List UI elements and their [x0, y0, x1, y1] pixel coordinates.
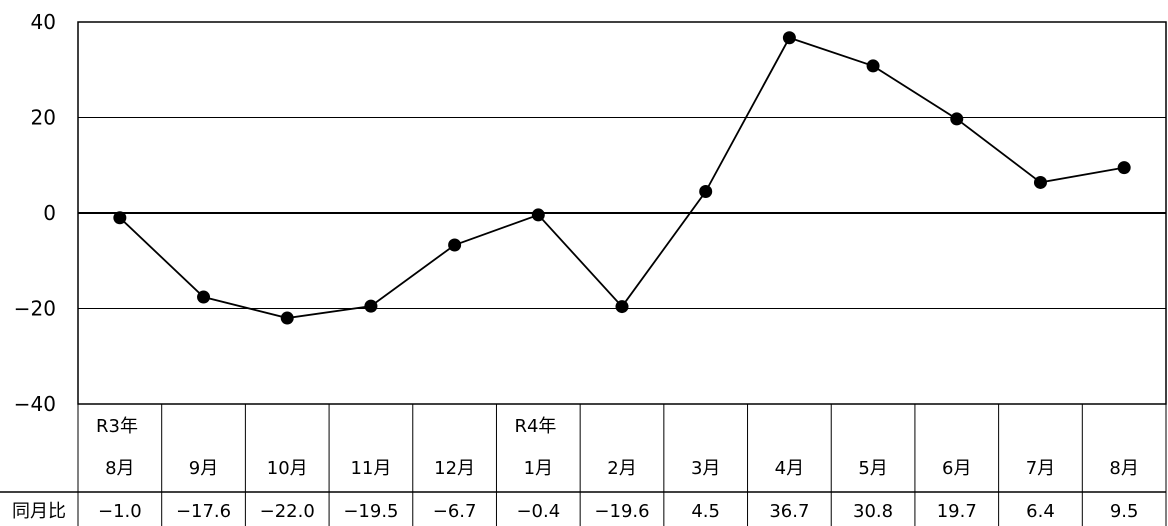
year-label: R4年 [514, 416, 556, 437]
data-table: 同月比 R3年 8月 −1.0 9月 −17.6 10月 −22.0 11月 −19.5 12月 −6… [0, 404, 1167, 526]
series-line [119, 36, 1125, 319]
month-label: 10月 [267, 458, 308, 479]
value-label: −19.5 [343, 501, 398, 522]
data-point [197, 290, 211, 304]
month-label: 8月 [1109, 458, 1138, 479]
data-point [448, 238, 462, 252]
month-label: 2月 [607, 458, 636, 479]
value-label: −0.4 [516, 501, 560, 522]
gridlines [78, 117, 1166, 309]
value-label: 9.5 [1110, 501, 1139, 522]
data-point [531, 208, 545, 222]
data-point [866, 59, 880, 73]
month-label: 12月 [434, 458, 475, 479]
y-tick-label: −40 [14, 392, 56, 416]
plot-frame [77, 21, 1167, 405]
month-label: 3月 [691, 458, 720, 479]
data-point [280, 311, 294, 325]
data-point [113, 211, 127, 225]
y-tick-label: −20 [14, 297, 56, 321]
month-label: 9月 [189, 458, 218, 479]
data-point [1033, 175, 1047, 189]
y-tick-label: 20 [31, 106, 56, 130]
y-axis-tick-labels: 40 20 0 −20 −40 [14, 10, 56, 416]
data-point [699, 185, 713, 199]
value-label: 4.5 [691, 501, 720, 522]
month-label: 6月 [942, 458, 971, 479]
value-label: 19.7 [937, 501, 977, 522]
table-row-label: 同月比 [12, 501, 66, 522]
month-label: 7月 [1026, 458, 1055, 479]
value-label: 30.8 [853, 501, 893, 522]
value-label: −19.6 [594, 501, 649, 522]
data-point [1117, 161, 1131, 175]
y-tick-label: 0 [43, 201, 56, 225]
data-point [782, 31, 796, 45]
y-tick-label: 40 [31, 10, 56, 34]
value-label: −1.0 [98, 501, 142, 522]
data-point [364, 299, 378, 313]
value-label: −6.7 [433, 501, 477, 522]
data-point [615, 300, 629, 314]
value-label: −17.6 [176, 501, 231, 522]
value-label: −22.0 [260, 501, 315, 522]
data-point [950, 112, 964, 126]
month-label: 1月 [524, 458, 553, 479]
month-label: 11月 [350, 458, 391, 479]
series-markers [113, 31, 1131, 325]
month-label: 5月 [858, 458, 887, 479]
value-label: 6.4 [1026, 501, 1055, 522]
year-label: R3年 [96, 416, 138, 437]
month-label: 8月 [105, 458, 134, 479]
value-label: 36.7 [769, 501, 809, 522]
month-label: 4月 [775, 458, 804, 479]
